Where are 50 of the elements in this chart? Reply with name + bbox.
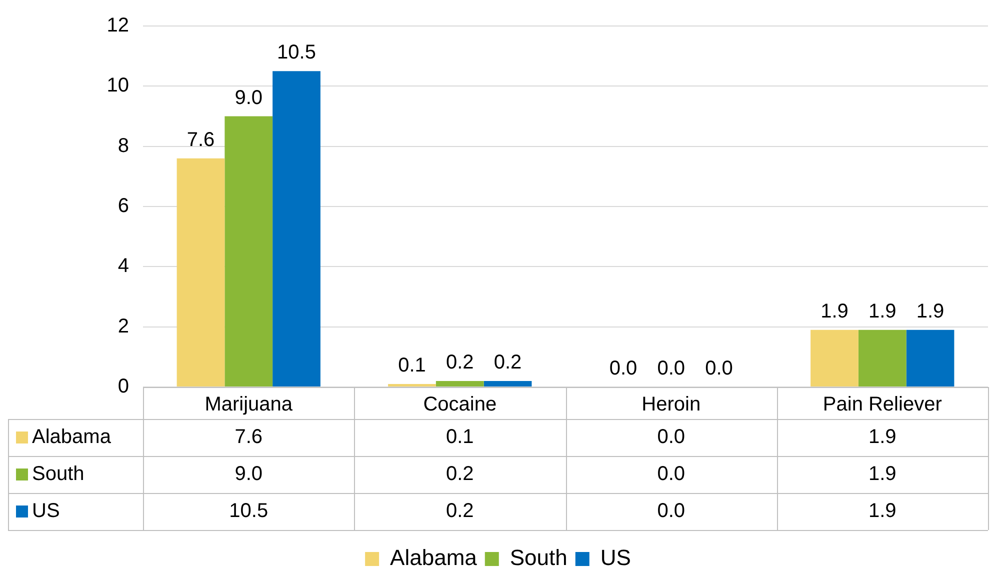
bar: [906, 330, 954, 386]
y-tick-label: 4: [118, 255, 129, 278]
data-label: 0.0: [657, 500, 686, 522]
data-label: 0.0: [657, 426, 686, 448]
y-tick-label: 10: [106, 74, 129, 97]
bar: [858, 330, 906, 386]
legend-label: South: [510, 545, 568, 570]
legend-label: US: [600, 545, 631, 570]
x-tick-label: Cocaine: [423, 394, 497, 416]
text: 1.9: [820, 300, 848, 322]
bar: [810, 330, 858, 386]
text: 0.2: [494, 352, 522, 374]
y-tick-label: 12: [106, 14, 129, 37]
data-label: 1.9: [868, 426, 896, 448]
data-label: 1.9: [868, 463, 896, 486]
data-label: 0.2: [446, 500, 474, 522]
x-tick-label: Marijuana: [204, 394, 294, 416]
bar: [176, 158, 225, 386]
text: 0.2: [446, 352, 474, 374]
data-label: 1.9: [868, 500, 896, 522]
text: 10.5: [277, 42, 316, 64]
x-tick-label: Pain Reliever: [822, 394, 942, 416]
data-label: 0.2: [446, 463, 474, 486]
text: 0.0: [705, 358, 733, 380]
text: South: [32, 463, 84, 486]
data-label: 9.0: [234, 463, 263, 486]
data-label: 7.6: [234, 426, 263, 448]
text: 1.9: [916, 300, 944, 322]
bar: [388, 384, 436, 386]
text: 7.6: [186, 128, 215, 151]
text: US: [32, 500, 60, 522]
y-tick-label: 0: [118, 376, 129, 398]
bar: [484, 380, 532, 386]
text: 1.9: [868, 300, 896, 322]
bar: [272, 71, 320, 386]
text: 0.0: [609, 358, 638, 380]
bar: [224, 116, 273, 386]
text: 9.0: [234, 86, 263, 109]
data-label: 0.1: [446, 426, 474, 448]
y-tick-label: 6: [118, 195, 129, 218]
bar: [436, 380, 484, 386]
y-tick-label: 2: [118, 315, 129, 338]
text: Alabama: [390, 545, 477, 570]
legend-label: Alabama: [32, 426, 112, 448]
text: 0.0: [657, 358, 686, 380]
x-tick-label: Heroin: [642, 394, 701, 416]
data-label: 0.0: [657, 463, 686, 486]
y-tick-label: 8: [118, 134, 129, 157]
data-label: 10.5: [229, 500, 268, 522]
text: 0.1: [398, 354, 426, 377]
